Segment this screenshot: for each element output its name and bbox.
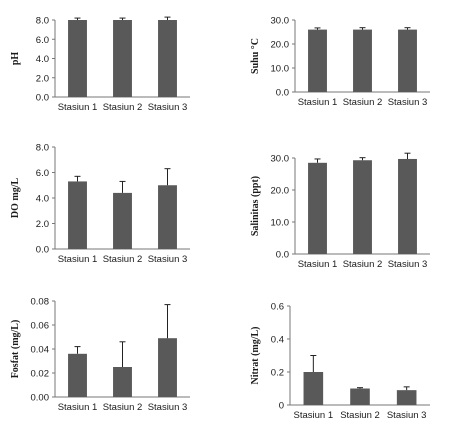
- bar-stasiun-2: [113, 367, 132, 397]
- x-tick-label: Stasiun 3: [148, 402, 188, 413]
- y-tick-label: 4.0: [36, 194, 49, 205]
- y-tick-label: 0.4: [271, 335, 284, 346]
- y-tick-label: 6.0: [36, 35, 49, 46]
- bar-stasiun-1: [308, 29, 327, 93]
- x-tick-label: Stasiun 2: [103, 102, 143, 113]
- error-bar: [164, 304, 171, 339]
- error-bar: [359, 27, 366, 30]
- bar-stasiun-1: [303, 372, 324, 405]
- y-tick-label: 10.0: [271, 64, 290, 75]
- y-axis-title: Salinitas (ppt): [250, 176, 261, 236]
- error-bar: [404, 27, 411, 30]
- y-tick-label: 0.06: [31, 321, 50, 332]
- x-tick-label: Stasiun 1: [58, 402, 98, 413]
- error-bar: [310, 355, 317, 372]
- x-tick-label: Stasiun 3: [148, 254, 188, 265]
- bar-stasiun-1: [308, 162, 327, 254]
- y-tick-label: 2.0: [36, 73, 49, 84]
- y-tick-label: 30.0: [271, 154, 290, 165]
- bar-stasiun-3: [158, 338, 177, 397]
- y-axis-title: DO mg/L: [10, 178, 21, 219]
- bar-stasiun-2: [353, 29, 372, 93]
- x-tick-label: Stasiun 2: [103, 254, 143, 265]
- error-bar: [119, 180, 126, 193]
- error-bar: [314, 158, 321, 163]
- bar-stasiun-3: [398, 29, 417, 93]
- bar-stasiun-3: [158, 20, 177, 97]
- chart-panel-4: 0.0 10.0 20.0 30.0 Salinitas (ppt) Stasiun 1 S…: [250, 152, 430, 270]
- y-axis-title: pH: [10, 52, 21, 66]
- y-tick-label: 30.0: [271, 16, 290, 27]
- error-bar: [164, 16, 171, 20]
- error-bar: [119, 341, 126, 367]
- error-bar: [357, 387, 363, 389]
- y-tick-label: 0.0: [36, 245, 49, 256]
- x-tick-label: Stasiun 2: [103, 402, 143, 413]
- bar-stasiun-2: [353, 160, 372, 254]
- y-tick-label: 6.0: [36, 168, 49, 179]
- x-tick-label: Stasiun 3: [388, 259, 428, 270]
- x-tick-label: Stasiun 2: [343, 97, 383, 108]
- error-bar: [74, 346, 81, 354]
- y-axis-title: Fosfat (mg/L): [10, 320, 21, 379]
- x-tick-label: Stasiun 3: [148, 102, 188, 113]
- bar-stasiun-1: [68, 20, 87, 97]
- bar-stasiun-2: [113, 20, 132, 97]
- y-tick-label: 4.0: [36, 54, 49, 65]
- x-tick-label: Stasiun 2: [343, 259, 383, 270]
- x-tick-label: Stasiun 1: [294, 410, 334, 421]
- y-tick-label: 20.0: [271, 40, 290, 51]
- error-bar: [164, 168, 171, 186]
- y-axis-title: Suhu °C: [250, 38, 261, 74]
- x-tick-label: Stasiun 3: [387, 410, 427, 421]
- bar-stasiun-3: [398, 158, 417, 254]
- y-tick-label: 0.2: [271, 368, 284, 379]
- y-tick-label: 0.0: [276, 250, 289, 261]
- error-bar: [314, 27, 321, 30]
- error-bar: [119, 17, 126, 20]
- y-tick-label: 0.0: [276, 88, 289, 99]
- error-bar: [74, 17, 81, 20]
- y-tick-label: 20.0: [271, 186, 290, 197]
- chart-panel-5: 0.00 0.02 0.04 0.06 0.08 Fosfat (mg/L) Stasiun…: [10, 297, 190, 413]
- y-tick-label: 8.0: [36, 16, 49, 27]
- x-tick-label: Stasiun 3: [388, 97, 428, 108]
- bar-stasiun-2: [113, 192, 132, 249]
- x-tick-label: Stasiun 1: [58, 102, 98, 113]
- error-bar: [404, 152, 411, 159]
- bar-stasiun-3: [396, 390, 417, 405]
- y-tick-label: 0.6: [271, 302, 284, 313]
- x-tick-label: Stasiun 1: [298, 259, 338, 270]
- chart-panel-3: 0.0 2.0 4.0 6.0 8.0 DO mg/L Stasiun 1 Stasiun 2…: [10, 143, 190, 265]
- bar-stasiun-2: [350, 388, 370, 405]
- error-bar: [74, 175, 81, 182]
- y-tick-label: 0.00: [31, 393, 50, 404]
- bar-stasiun-1: [68, 181, 87, 249]
- x-tick-label: Stasiun 1: [298, 97, 338, 108]
- y-tick-label: 0.0: [36, 93, 49, 104]
- chart-panel-2: 0.0 10.0 20.0 30.0 Suhu °C Stasiun 1 Stasiun 2…: [250, 16, 430, 108]
- y-tick-label: 8.0: [36, 143, 49, 154]
- y-tick-label: 0: [279, 401, 284, 412]
- x-tick-label: Stasiun 1: [58, 254, 98, 265]
- bar-stasiun-1: [68, 353, 87, 397]
- x-tick-label: Stasiun 2: [340, 410, 380, 421]
- y-tick-label: 10.0: [271, 218, 290, 229]
- y-tick-label: 0.08: [31, 297, 50, 308]
- y-tick-label: 2.0: [36, 219, 49, 230]
- chart-panel-6: 0 0.2 0.4 0.6 Nitrat (mg/L) Stasiun 1 Stasiun …: [250, 302, 430, 421]
- y-tick-label: 0.04: [31, 345, 50, 356]
- y-axis-title: Nitrat (mg/L): [250, 326, 261, 384]
- bar-stasiun-3: [158, 185, 177, 249]
- error-bar: [359, 157, 366, 161]
- chart-panel-1: 0.0 2.0 4.0 6.0 8.0 pH Stasiun 1 Stasiun 2 Stasi…: [10, 16, 190, 113]
- error-bar: [403, 386, 410, 391]
- y-tick-label: 0.02: [31, 369, 50, 380]
